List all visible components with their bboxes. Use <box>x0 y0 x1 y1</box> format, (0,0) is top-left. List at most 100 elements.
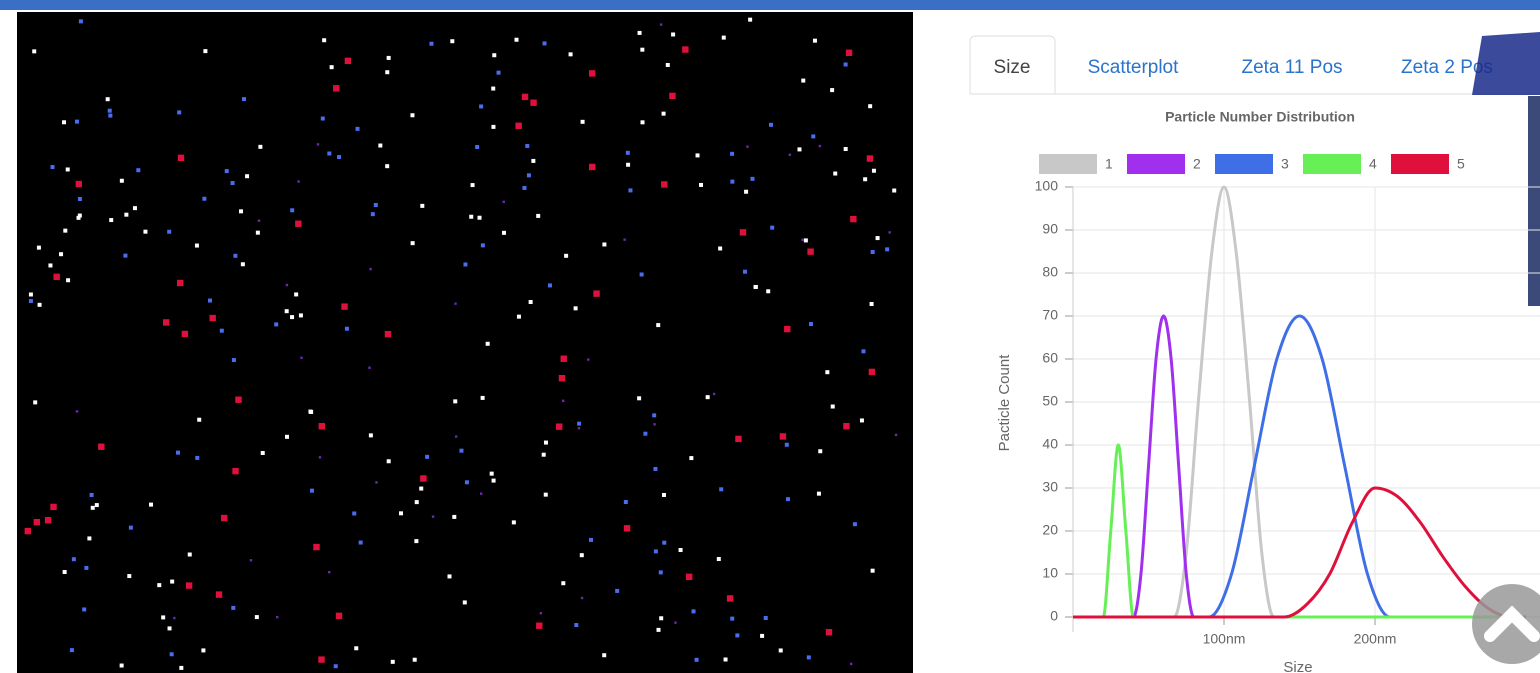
particle <box>50 503 57 511</box>
particle <box>744 189 749 194</box>
particle <box>691 609 696 614</box>
particle <box>28 292 33 297</box>
particle <box>516 314 521 319</box>
particle <box>477 215 482 220</box>
particle <box>659 23 663 26</box>
particle <box>177 110 182 115</box>
particle <box>615 588 620 593</box>
particle <box>170 579 175 584</box>
y-tick-label: 60 <box>1042 350 1058 366</box>
particle <box>235 396 242 403</box>
particle <box>492 53 497 58</box>
y-tick-label: 50 <box>1042 393 1058 409</box>
particle <box>384 330 392 338</box>
particle <box>44 517 52 524</box>
particle <box>284 309 289 314</box>
particle <box>623 238 626 241</box>
particle <box>65 167 70 172</box>
tab[interactable]: Scatterplot <box>1088 57 1180 78</box>
particle <box>811 134 816 139</box>
particle <box>412 657 417 662</box>
particle <box>515 122 522 130</box>
particle <box>656 627 661 632</box>
particle <box>368 366 371 369</box>
particle <box>689 456 694 461</box>
particle <box>176 279 184 287</box>
particle <box>148 502 153 507</box>
particle <box>410 241 415 246</box>
particle <box>674 621 677 624</box>
particle <box>167 229 172 234</box>
particle <box>375 481 378 484</box>
particle <box>797 147 802 152</box>
particle <box>239 209 244 214</box>
particle <box>300 356 303 360</box>
particle <box>716 557 721 562</box>
particle <box>625 150 630 155</box>
overlay-image <box>1472 32 1540 95</box>
tab[interactable]: Zeta 11 Pos <box>1241 57 1342 78</box>
y-tick-label: 100 <box>1035 178 1059 194</box>
particle <box>753 284 758 289</box>
particle <box>82 607 87 612</box>
particle <box>414 500 419 505</box>
series-line <box>1073 314 1526 619</box>
legend-swatch <box>1215 154 1273 174</box>
particle <box>344 57 352 65</box>
legend-label: 1 <box>1105 156 1113 172</box>
particle <box>399 511 404 516</box>
particle <box>818 449 823 454</box>
tab-active[interactable] <box>969 35 1056 94</box>
particle <box>806 655 811 660</box>
particle-view <box>17 12 913 673</box>
y-tick-label: 40 <box>1042 436 1058 452</box>
particle <box>208 298 213 303</box>
particle <box>53 273 60 281</box>
particle <box>480 243 485 248</box>
particle <box>562 399 565 403</box>
particle <box>33 400 38 405</box>
particle <box>48 263 53 268</box>
particle <box>843 422 850 430</box>
particle <box>373 202 378 207</box>
particle <box>240 262 245 267</box>
particle <box>485 341 490 346</box>
tab[interactable]: Size <box>994 57 1031 78</box>
particle <box>560 355 567 362</box>
particle <box>564 253 569 258</box>
particle <box>479 492 483 495</box>
particle <box>469 214 474 219</box>
particle <box>98 443 105 450</box>
particle <box>577 421 582 426</box>
particle <box>852 522 857 527</box>
particle <box>892 188 897 193</box>
particle <box>386 55 391 60</box>
particle <box>320 116 325 121</box>
y-tick-label: 90 <box>1042 221 1058 237</box>
particle <box>420 475 427 482</box>
particle <box>662 540 667 545</box>
particle <box>454 302 457 305</box>
particle <box>588 70 596 77</box>
particle <box>464 480 469 485</box>
particle <box>76 215 81 220</box>
particle <box>501 230 506 235</box>
particle <box>726 595 734 602</box>
particle <box>803 238 808 243</box>
particle <box>661 181 668 188</box>
particle <box>526 173 531 178</box>
particle <box>75 180 83 188</box>
particle <box>623 525 631 532</box>
particle <box>678 548 683 553</box>
particle <box>541 452 546 457</box>
particle <box>452 514 457 519</box>
particle <box>87 536 92 541</box>
y-tick-label: 70 <box>1042 307 1058 323</box>
particle <box>318 423 325 430</box>
particle <box>656 323 661 328</box>
tab[interactable]: Zeta 2 Pos <box>1401 57 1493 78</box>
particle <box>580 119 585 124</box>
particle <box>723 657 728 662</box>
particle <box>875 236 880 241</box>
particle <box>385 70 390 75</box>
